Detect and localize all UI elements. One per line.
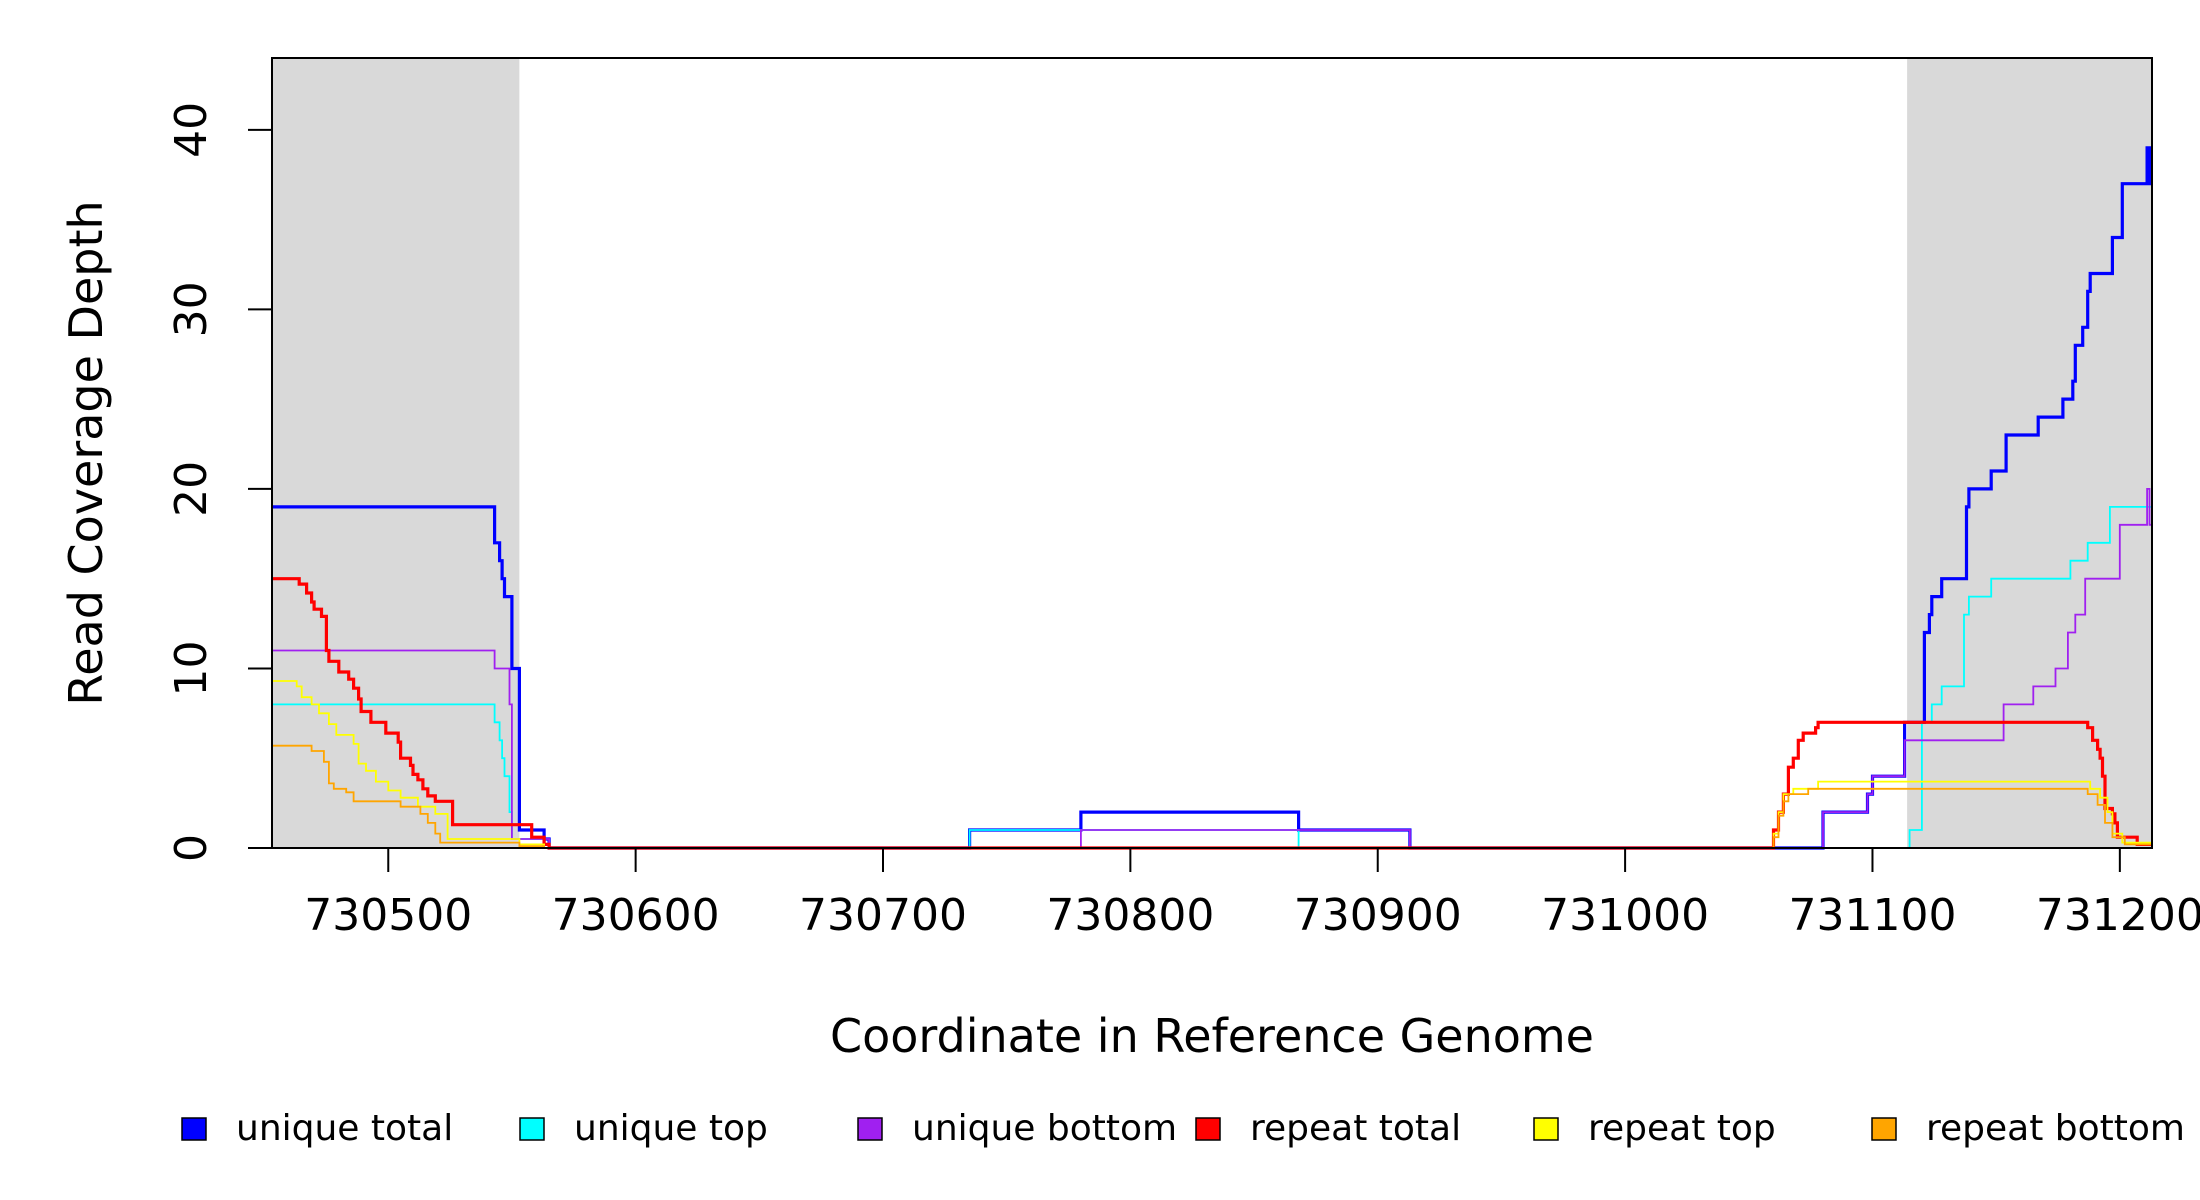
y-tick-label: 10 [166, 640, 217, 696]
legend-label: repeat total [1250, 1108, 1461, 1149]
x-axis: 730500 730600 730700 730800 730900 731000 7311… [272, 847, 2200, 941]
legend-swatch [519, 1117, 545, 1141]
y-tick-label: 40 [166, 102, 217, 158]
shaded-region [1907, 58, 2152, 848]
x-tick-label: 731000 [1541, 890, 1709, 941]
x-tick-label: 730700 [799, 890, 967, 941]
series-line-repeat-bottom [272, 744, 2152, 849]
series-lines [272, 146, 2152, 850]
y-tick-label: 30 [166, 281, 217, 337]
legend-swatch [181, 1117, 207, 1141]
legend-swatch [1195, 1117, 1221, 1141]
x-tick-label: 730500 [304, 890, 472, 941]
legend-label: repeat top [1588, 1108, 1776, 1149]
legend-label: unique bottom [912, 1108, 1177, 1149]
x-tick-label: 731100 [1788, 890, 1956, 941]
series-line-unique-top [272, 505, 2152, 849]
y-tick-label: 0 [166, 834, 217, 862]
y-axis-title: Read Coverage Depth [59, 200, 113, 705]
x-tick-label: 730800 [1046, 890, 1214, 941]
series-line-unique-total [272, 146, 2152, 850]
x-tick-label: 731200 [2036, 890, 2200, 941]
legend-swatch [857, 1117, 883, 1141]
x-tick-label: 730600 [552, 890, 720, 941]
legend-label: unique top [574, 1108, 768, 1149]
legend: unique total unique top unique bottom repea… [181, 1108, 2185, 1149]
y-axis: 0 10 20 30 40 [166, 58, 273, 862]
x-axis-title: Coordinate in Reference Genome [830, 1009, 1594, 1063]
shaded-region [272, 58, 520, 848]
series-line-repeat-top [272, 680, 2152, 849]
plot-frame [271, 57, 2153, 849]
legend-swatch [1871, 1117, 1897, 1141]
y-tick-label: 20 [166, 461, 217, 517]
series-line-unique-bottom [272, 487, 2152, 849]
series-line-repeat-total [272, 577, 2152, 850]
legend-swatch [1533, 1117, 1559, 1141]
x-tick-label: 730900 [1294, 890, 1462, 941]
legend-label: unique total [236, 1108, 453, 1149]
legend-label: repeat bottom [1926, 1108, 2185, 1149]
shaded-regions [272, 58, 2152, 848]
